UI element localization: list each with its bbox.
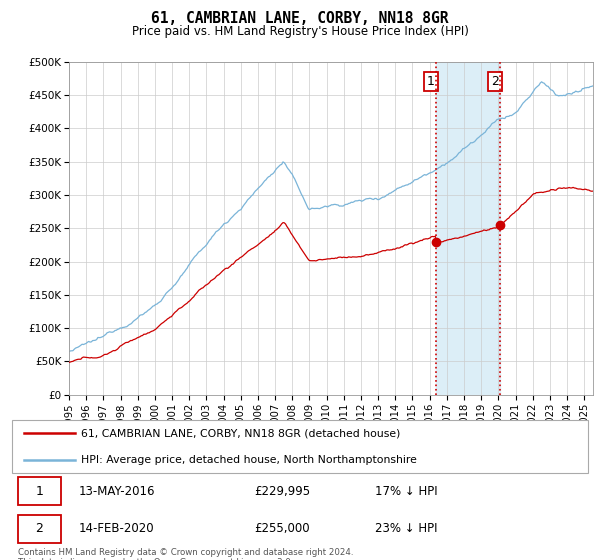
FancyBboxPatch shape bbox=[18, 515, 61, 543]
Bar bbox=[436, 62, 500, 395]
Text: 2: 2 bbox=[35, 522, 43, 535]
Text: 61, CAMBRIAN LANE, CORBY, NN18 8GR: 61, CAMBRIAN LANE, CORBY, NN18 8GR bbox=[151, 11, 449, 26]
FancyBboxPatch shape bbox=[18, 477, 61, 505]
Text: £255,000: £255,000 bbox=[254, 522, 310, 535]
Text: 17% ↓ HPI: 17% ↓ HPI bbox=[375, 485, 437, 498]
Text: Price paid vs. HM Land Registry's House Price Index (HPI): Price paid vs. HM Land Registry's House … bbox=[131, 25, 469, 38]
Text: £229,995: £229,995 bbox=[254, 485, 310, 498]
Text: HPI: Average price, detached house, North Northamptonshire: HPI: Average price, detached house, Nort… bbox=[81, 455, 417, 465]
Text: 23% ↓ HPI: 23% ↓ HPI bbox=[375, 522, 437, 535]
Text: 13-MAY-2016: 13-MAY-2016 bbox=[78, 485, 155, 498]
Text: 14-FEB-2020: 14-FEB-2020 bbox=[78, 522, 154, 535]
Text: 61, CAMBRIAN LANE, CORBY, NN18 8GR (detached house): 61, CAMBRIAN LANE, CORBY, NN18 8GR (deta… bbox=[81, 428, 400, 438]
Text: 1: 1 bbox=[427, 75, 435, 88]
Text: 2: 2 bbox=[491, 75, 499, 88]
Text: Contains HM Land Registry data © Crown copyright and database right 2024.
This d: Contains HM Land Registry data © Crown c… bbox=[18, 548, 353, 560]
Text: 1: 1 bbox=[35, 485, 43, 498]
FancyBboxPatch shape bbox=[12, 420, 588, 473]
